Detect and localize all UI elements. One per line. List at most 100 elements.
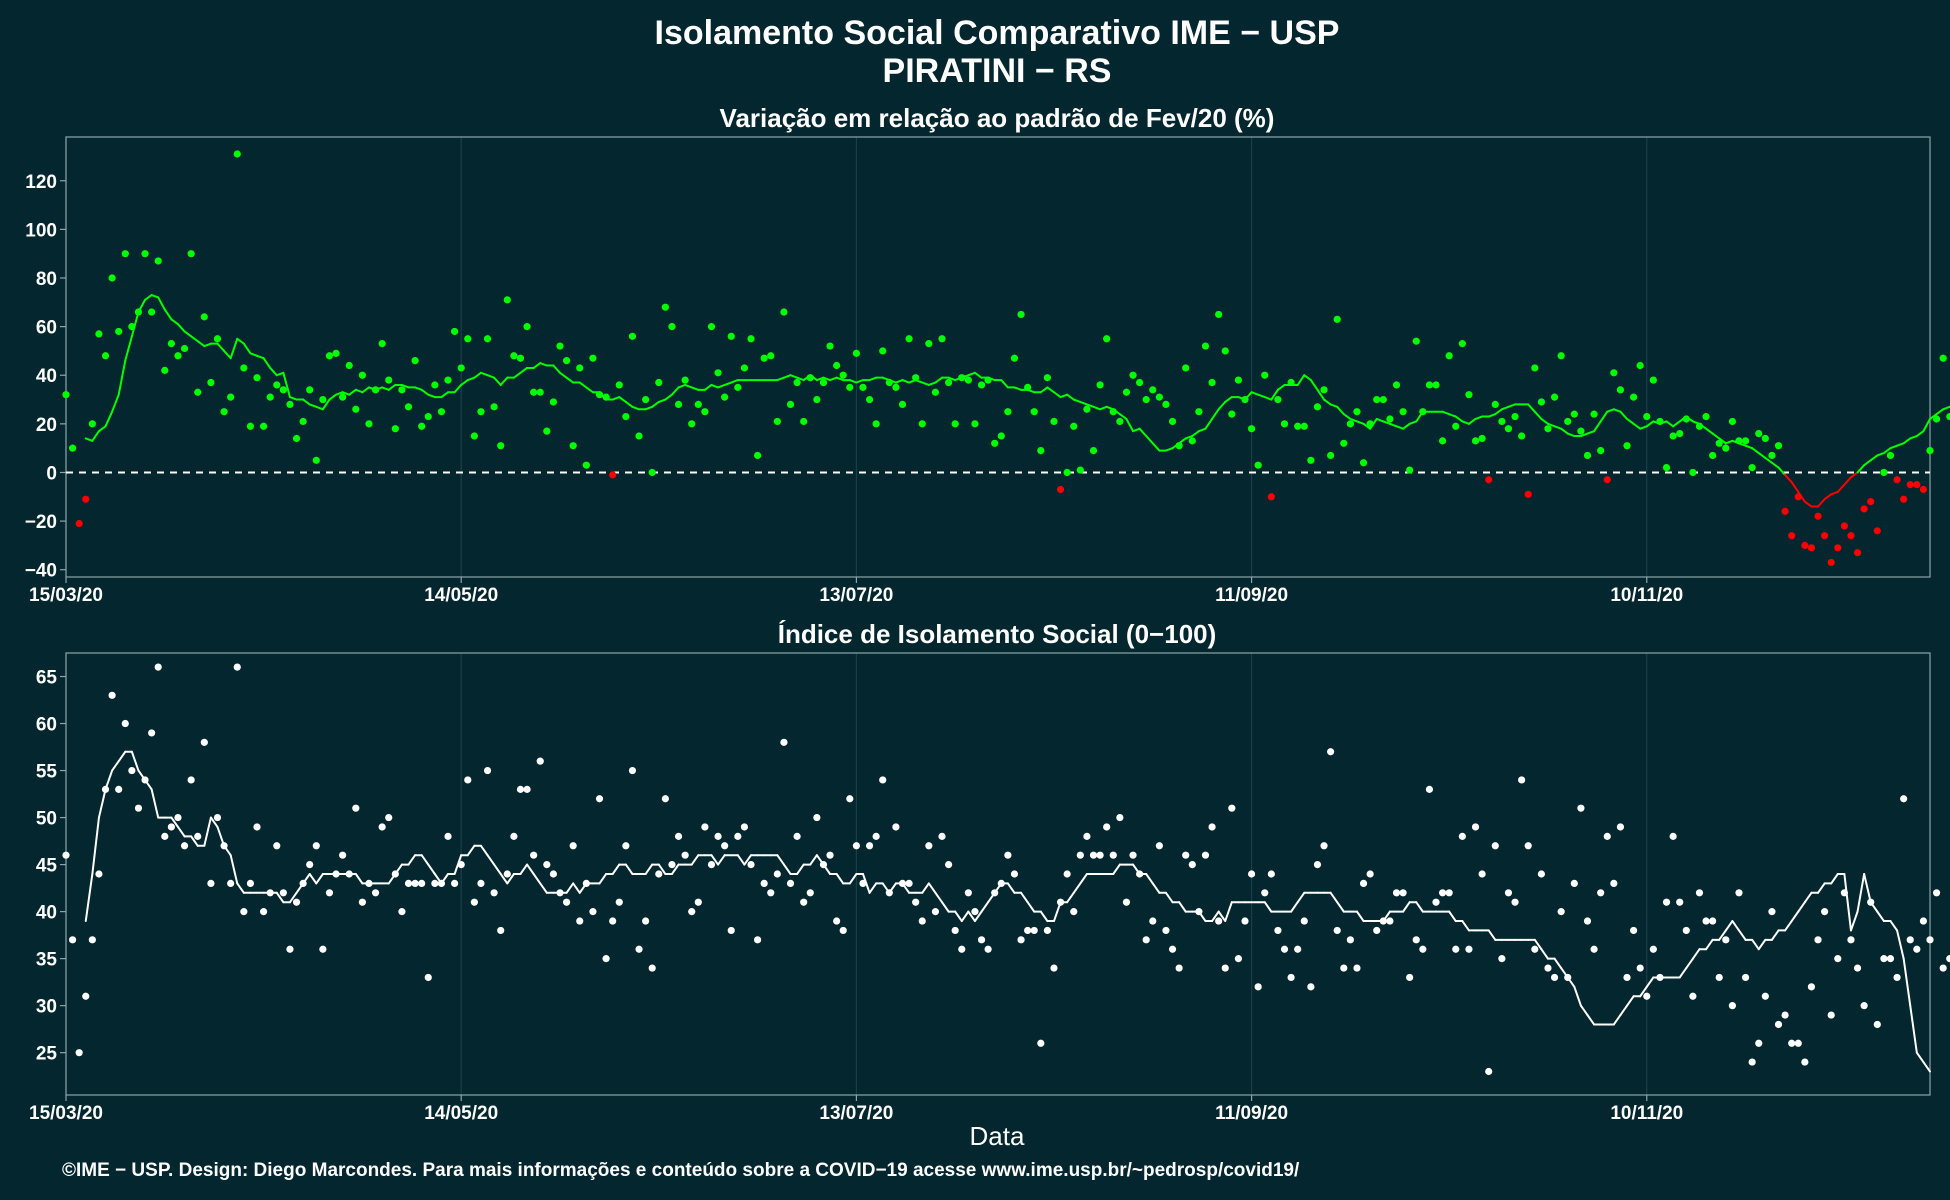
variation-daily-point (1004, 408, 1012, 416)
variation-daily-point (240, 364, 248, 372)
variation-daily-point (319, 395, 327, 404)
variation-daily-point (141, 250, 149, 258)
index-daily-point (312, 842, 320, 850)
variation-daily-point (1162, 400, 1170, 409)
index-daily-point (622, 842, 630, 850)
variation-y-tick-label-7: 100 (25, 220, 57, 241)
variation-avg-segment (1533, 410, 1543, 420)
index-avg-segment (420, 854, 430, 866)
index-avg-segment (466, 844, 476, 857)
index-daily-point (1518, 776, 1526, 784)
variation-daily-point (1267, 493, 1275, 501)
variation-avg-segment (901, 379, 911, 384)
index-daily-point (1761, 992, 1769, 1000)
variation-daily-point (1682, 415, 1690, 423)
index-daily-point (642, 917, 650, 925)
variation-daily-point (233, 150, 241, 158)
index-daily-point (431, 879, 439, 888)
variation-avg-segment (1402, 422, 1411, 430)
variation-daily-point (1050, 417, 1058, 426)
index-daily-point (62, 851, 70, 859)
index-daily-point (161, 832, 169, 840)
variation-avg-segment (921, 381, 930, 386)
index-daily-point (227, 879, 235, 888)
variation-daily-point (1886, 451, 1895, 460)
index-daily-point (549, 870, 558, 878)
variation-daily-point (1702, 412, 1710, 421)
index-daily-point (1939, 964, 1947, 972)
variation-avg-segment (1606, 408, 1615, 413)
index-daily-point (1926, 936, 1934, 944)
variation-daily-point (681, 376, 689, 384)
variation-daily-point (424, 412, 432, 421)
variation-avg-segment (651, 400, 660, 408)
index-avg-segment (736, 854, 746, 866)
index-daily-point (1392, 889, 1401, 897)
index-avg-segment (1178, 901, 1187, 913)
variation-avg-segment (1612, 408, 1622, 413)
variation-daily-point (88, 420, 96, 428)
index-avg-segment (1724, 920, 1734, 932)
variation-avg-segment (1382, 420, 1391, 425)
index-daily-point (569, 842, 577, 850)
variation-daily-point (523, 323, 531, 331)
variation-daily-point (872, 420, 880, 428)
variation-avg-segment (499, 376, 509, 386)
variation-daily-point (200, 313, 208, 321)
variation-daily-point (1142, 395, 1150, 404)
index-avg-segment (1151, 882, 1161, 894)
variation-daily-point (1524, 490, 1532, 498)
index-daily-point (892, 823, 900, 831)
variation-avg-segment (1507, 403, 1517, 408)
index-avg-segment (1843, 873, 1852, 932)
variation-daily-point (464, 335, 472, 343)
index-avg-segment (427, 863, 436, 875)
index-daily-point (180, 842, 189, 850)
variation-daily-point (1873, 527, 1881, 535)
variation-daily-point (451, 327, 459, 336)
index-avg-segment (493, 863, 502, 875)
index-avg-segment (236, 882, 245, 894)
variation-daily-point (1313, 403, 1322, 411)
index-daily-point (1676, 898, 1684, 906)
index-daily-point (674, 832, 683, 840)
variation-daily-point (332, 349, 340, 357)
variation-daily-point (734, 383, 742, 391)
variation-daily-point (1346, 420, 1354, 428)
index-daily-point (1847, 936, 1855, 944)
variation-avg-segment (269, 366, 278, 377)
index-avg-segment (1876, 910, 1885, 923)
index-avg-segment (848, 873, 858, 885)
index-daily-point (1195, 908, 1203, 916)
variation-avg-segment (1059, 393, 1069, 399)
variation-avg-segment (967, 371, 976, 377)
index-daily-point (833, 917, 841, 925)
variation-daily-point (1676, 429, 1684, 438)
index-daily-point (1056, 898, 1065, 906)
index-avg-segment (1336, 901, 1345, 913)
index-avg-segment (1790, 910, 1800, 923)
index-daily-point (1564, 973, 1572, 982)
variation-avg-segment (829, 376, 838, 382)
index-daily-point (1175, 964, 1183, 972)
variation-daily-point (958, 374, 966, 382)
variation-daily-point (1195, 408, 1203, 416)
variation-avg-segment (176, 323, 186, 333)
variation-daily-point (1807, 544, 1816, 552)
variation-avg-segment (782, 374, 792, 379)
variation-daily-point (1149, 386, 1157, 394)
variation-daily-point (1333, 315, 1341, 323)
index-daily-point (339, 851, 347, 859)
index-daily-points (62, 663, 1950, 1076)
index-daily-point (246, 879, 255, 888)
variation-avg-segment (1579, 432, 1589, 438)
index-avg-segment (1533, 938, 1543, 951)
index-avg-segment (941, 901, 950, 913)
variation-daily-point (1340, 439, 1348, 447)
index-avg-segment (519, 863, 529, 875)
variation-daily-point (457, 364, 465, 372)
index-daily-point (490, 889, 498, 897)
variation-avg-segment (789, 374, 799, 379)
index-daily-point (1201, 851, 1210, 859)
variation-avg-segment (236, 337, 245, 345)
